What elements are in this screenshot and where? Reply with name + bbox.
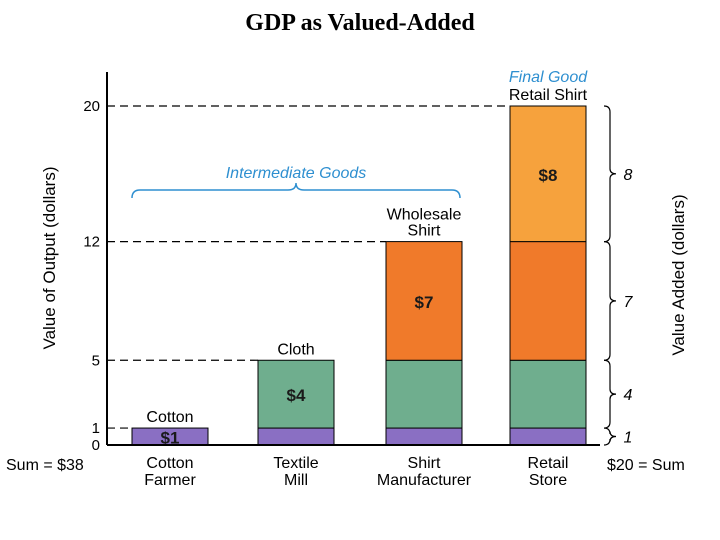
axes-group	[106, 72, 600, 446]
value-added-brace	[603, 359, 617, 429]
y-axis-label: Value of Output (dollars)	[40, 167, 59, 350]
bar-segment	[509, 105, 587, 243]
x-category-label: Cotton	[146, 455, 193, 472]
x-category-label: Farmer	[144, 472, 196, 489]
sum-left-label: Sum = $38	[6, 457, 84, 474]
x-category-label: Mill	[284, 472, 308, 489]
bar-segment	[509, 359, 587, 429]
dashed-reference-lines	[107, 105, 510, 429]
x-category-label: Shirt	[408, 455, 441, 472]
bar-segment	[385, 427, 463, 446]
x-category-label: Store	[529, 472, 567, 489]
bar-segment	[257, 359, 335, 429]
x-category-label: Textile	[273, 455, 318, 472]
bar-top-label: Cotton	[146, 409, 193, 426]
bars-group: $1 $4 $7 $8	[131, 105, 587, 448]
bar-value-label: $8	[539, 166, 558, 185]
y-tick-label: 20	[83, 98, 100, 115]
bar-segment	[257, 427, 335, 446]
page-title: GDP as Valued-Added	[245, 10, 475, 36]
value-added-brace	[603, 427, 617, 446]
bar-value-label: $1	[161, 429, 180, 448]
value-added-brace	[603, 105, 617, 243]
sum-right-label: $20 = Sum	[607, 457, 685, 474]
y-tick-label: 12	[83, 234, 100, 251]
value-added-label: 4	[624, 387, 633, 404]
x-category-label: Manufacturer	[377, 472, 472, 489]
bar-segment	[509, 241, 587, 361]
bar-segment	[385, 359, 463, 429]
bar-top-label: Shirt	[408, 223, 441, 240]
bar-segment	[509, 427, 587, 446]
value-added-braces: 1 4 7 8	[603, 105, 634, 447]
value-added-label: 7	[624, 294, 634, 311]
value-added-brace	[603, 241, 617, 361]
y-tick-labels: 01 5 12 20	[83, 98, 100, 454]
y-tick-label: 1	[92, 420, 100, 437]
x-category-label: Retail	[528, 455, 569, 472]
value-added-label: 8	[624, 167, 633, 184]
intermediate-goods-label: Intermediate Goods	[226, 165, 367, 182]
bar-top-label: Retail Shirt	[509, 87, 588, 104]
bar-segment	[385, 241, 463, 361]
bar-value-label: $7	[415, 293, 434, 312]
bar-top-label: Wholesale	[387, 207, 462, 224]
bar-top-label: Cloth	[277, 341, 314, 358]
bar-value-label: $4	[287, 386, 306, 405]
value-added-label: 1	[624, 430, 633, 447]
y-tick-label: 5	[92, 352, 100, 369]
final-good-label: Final Good	[509, 69, 588, 86]
y2-axis-label: Value Added (dollars)	[669, 194, 688, 355]
y-tick-label: 0	[92, 437, 100, 454]
intermediate-goods-brace	[131, 182, 461, 199]
